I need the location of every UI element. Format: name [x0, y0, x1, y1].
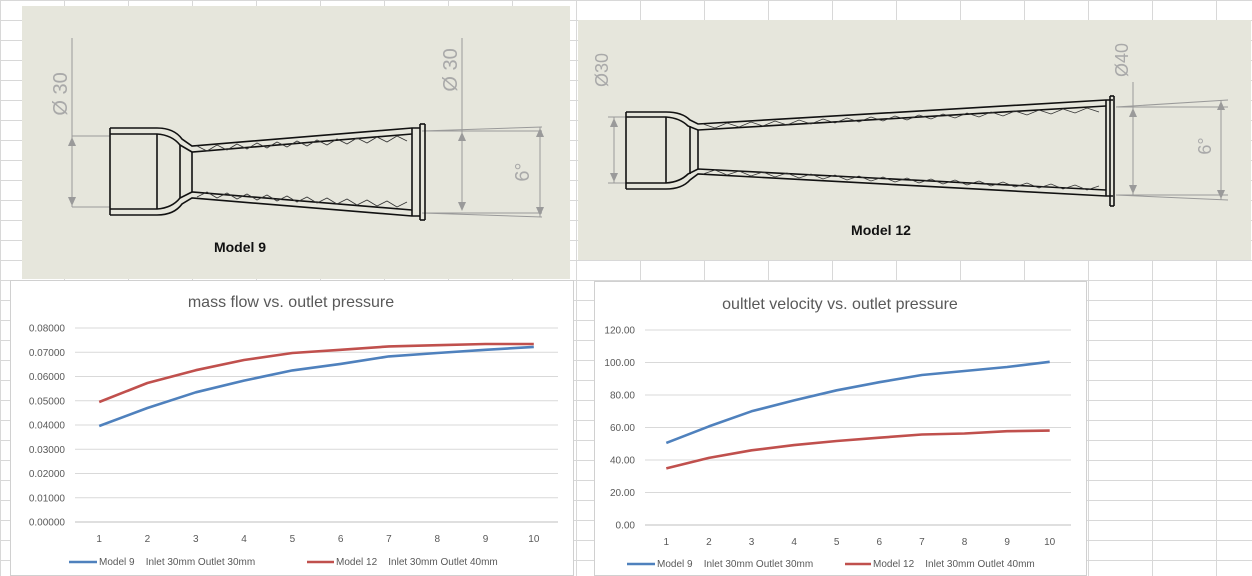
- y-tick-label: 0.05000: [29, 396, 66, 407]
- mass-flow-chart-svg: mass flow vs. outlet pressure 0.00000 0.01…: [29, 294, 558, 568]
- x-tick-label: 2: [145, 534, 151, 545]
- x-tick-label: 7: [386, 534, 392, 545]
- model-9-inlet-dimension: Ø 30: [50, 72, 72, 115]
- x-tick-label: 6: [877, 537, 883, 548]
- x-tick-label: 10: [1044, 537, 1056, 548]
- model-12-inlet-dimension: Ø30: [592, 53, 612, 87]
- x-tick-label: 3: [749, 537, 755, 548]
- x-tick-label: 10: [528, 534, 540, 545]
- x-tick-label: 7: [919, 537, 925, 548]
- x-tick-label: 1: [96, 534, 102, 545]
- legend-label-1: Model 9 Inlet 30mm Outlet 30mm: [657, 559, 813, 570]
- x-tick-label: 5: [834, 537, 840, 548]
- model-12-drawing: Ø30 Ø40 6° Model 12: [592, 43, 1229, 238]
- x-tick-label: 5: [290, 534, 296, 545]
- x-tick-label: 1: [664, 537, 670, 548]
- model-12-drawing-panel: Ø30 Ø40 6° Model 12: [578, 20, 1251, 260]
- y-tick-label: 0.04000: [29, 421, 66, 432]
- mass-flow-chart: mass flow vs. outlet pressure 0.00000 0.01…: [10, 280, 574, 576]
- model-12-angle-dimension: 6°: [1195, 137, 1215, 154]
- y-tick-label: 0.06000: [29, 372, 66, 383]
- y-tick-label: 20.00: [610, 488, 635, 499]
- y-tick-label: 0.02000: [29, 469, 66, 480]
- y-tick-label: 0.01000: [29, 493, 66, 504]
- model-9-outlet-dimension: Ø 30: [440, 48, 462, 91]
- legend-label-1: Model 9 Inlet 30mm Outlet 30mm: [99, 557, 255, 568]
- x-tick-label: 8: [434, 534, 440, 545]
- series-line-2: [98, 342, 534, 404]
- x-tick-label: 8: [962, 537, 968, 548]
- x-tick-label: 4: [791, 537, 797, 548]
- legend-label-2: Model 12 Inlet 30mm Outlet 40mm: [873, 559, 1035, 570]
- y-tick-label: 100.00: [604, 358, 635, 369]
- y-tick-label: 60.00: [610, 423, 635, 434]
- x-tick-label: 3: [193, 534, 199, 545]
- y-tick-label: 0.00000: [29, 518, 66, 529]
- chart-title: mass flow vs. outlet pressure: [188, 294, 394, 311]
- x-tick-label: 4: [241, 534, 247, 545]
- chart-title: oultlet velocity vs. outlet pressure: [722, 296, 958, 313]
- y-tick-label: 0.07000: [29, 348, 66, 359]
- outlet-velocity-chart-svg: oultlet velocity vs. outlet pressure 0.00…: [604, 296, 1071, 570]
- series-line-1: [98, 345, 534, 428]
- model-9-drawing-panel: Ø 30 Ø 30 6° Model 9: [22, 6, 570, 279]
- model-9-angle-dimension: 6°: [512, 162, 534, 181]
- x-tick-label: 9: [1004, 537, 1010, 548]
- x-tick-label: 9: [483, 534, 489, 545]
- x-tick-label: 2: [706, 537, 712, 548]
- model-9-label: Model 9: [214, 239, 266, 255]
- series-line-1: [665, 360, 1050, 445]
- y-tick-label: 0.03000: [29, 445, 66, 456]
- model-9-drawing: Ø 30 Ø 30 6° Model 9: [50, 38, 544, 255]
- model-12-label: Model 12: [851, 222, 911, 238]
- y-tick-label: 80.00: [610, 391, 635, 402]
- y-tick-label: 40.00: [610, 456, 635, 467]
- y-tick-label: 0.00: [616, 521, 636, 532]
- outlet-velocity-chart: oultlet velocity vs. outlet pressure 0.00…: [594, 281, 1087, 576]
- y-tick-label: 120.00: [604, 326, 635, 337]
- y-tick-label: 0.08000: [29, 324, 66, 335]
- series-line-2: [665, 429, 1050, 470]
- legend-label-2: Model 12 Inlet 30mm Outlet 40mm: [336, 557, 498, 568]
- x-tick-label: 6: [338, 534, 344, 545]
- model-12-outlet-dimension: Ø40: [1112, 43, 1132, 77]
